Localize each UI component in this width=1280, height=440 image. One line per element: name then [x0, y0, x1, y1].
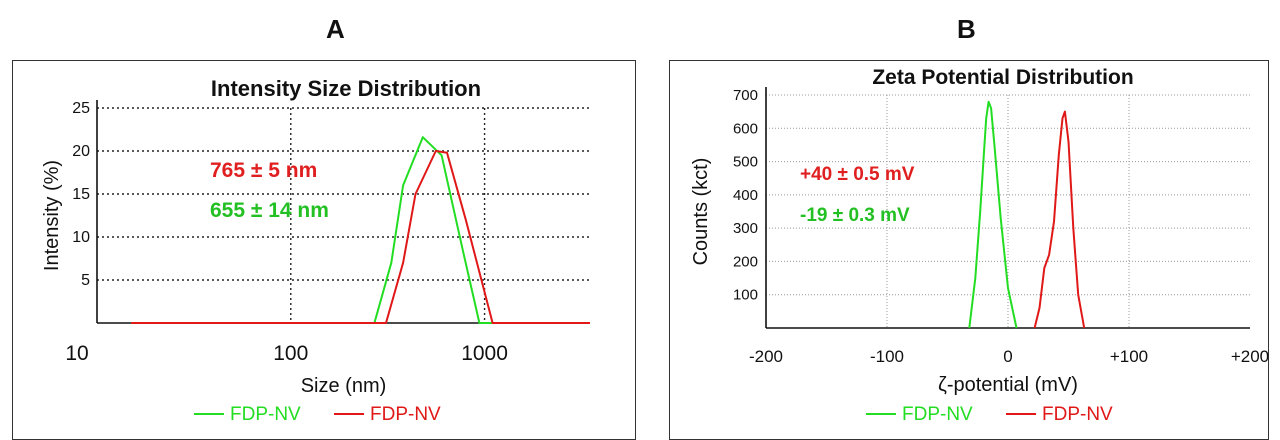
- chart1.x-tick-label: 0: [1003, 347, 1012, 366]
- chart1.y-tick-label: 400: [733, 187, 758, 204]
- chart1.legend-label-0: FDP-NV: [902, 404, 973, 425]
- chart1.x-tick-label: -100: [870, 347, 904, 366]
- chart0.series-line-0: [131, 136, 590, 324]
- chart1.x-tick-label: +100: [1110, 347, 1148, 366]
- chart1.series-line-1: [1033, 110, 1086, 329]
- chart1.y-tick-label: 100: [733, 287, 758, 304]
- chart0.x-tick-label: 100: [273, 342, 308, 365]
- size-distribution-panel: [12, 60, 636, 440]
- chart1.chart-title: Zeta Potential Distribution: [872, 66, 1133, 89]
- chart0.annotation: 765 ± 5 nm: [210, 159, 317, 182]
- chart0.y-tick-label: 25: [72, 100, 90, 117]
- panel-label-b: B: [957, 14, 976, 44]
- chart1.y-tick-label: 500: [733, 154, 758, 171]
- chart1.annotation: +40 ± 0.5 mV: [800, 164, 915, 185]
- chart1.annotation: -19 ± 0.3 mV: [800, 205, 910, 226]
- chart1.x-tick-label: +200: [1231, 347, 1269, 366]
- chart0.x-tick-label: 1000: [461, 342, 508, 365]
- chart1.x-tick-label: -200: [749, 347, 783, 366]
- chart0.y-tick-label: 15: [72, 186, 90, 203]
- chart0.y-tick-label: 10: [72, 229, 90, 246]
- chart0.y-tick-label: 20: [72, 143, 90, 160]
- zeta-potential-panel: [669, 60, 1269, 440]
- chart0.x-tick-label: 10: [65, 342, 88, 365]
- chart1.x-axis-label: ζ-potential (mV): [938, 374, 1078, 396]
- chart1.y-tick-label: 700: [733, 87, 758, 104]
- chart0.series-line-1: [131, 150, 590, 324]
- chart1.series-line-0: [968, 100, 1018, 329]
- chart1.legend-label-1: FDP-NV: [1042, 404, 1113, 425]
- chart1.y-tick-label: 600: [733, 120, 758, 137]
- chart0.legend-label-0: FDP-NV: [230, 404, 301, 425]
- chart0.y-tick-label: 5: [81, 272, 90, 289]
- chart0.annotation: 655 ± 14 nm: [210, 199, 329, 222]
- panel-label-a: A: [326, 14, 345, 44]
- chart0.x-axis-label: Size (nm): [301, 375, 387, 397]
- chart1.y-tick-label: 300: [733, 220, 758, 237]
- chart1.y-axis-label: Counts (kct): [690, 158, 712, 266]
- chart0.legend-label-1: FDP-NV: [370, 404, 441, 425]
- chart0.y-axis-label: Intensity (%): [41, 160, 63, 271]
- chart1.y-tick-label: 200: [733, 253, 758, 270]
- chart0.chart-title: Intensity Size Distribution: [211, 76, 481, 101]
